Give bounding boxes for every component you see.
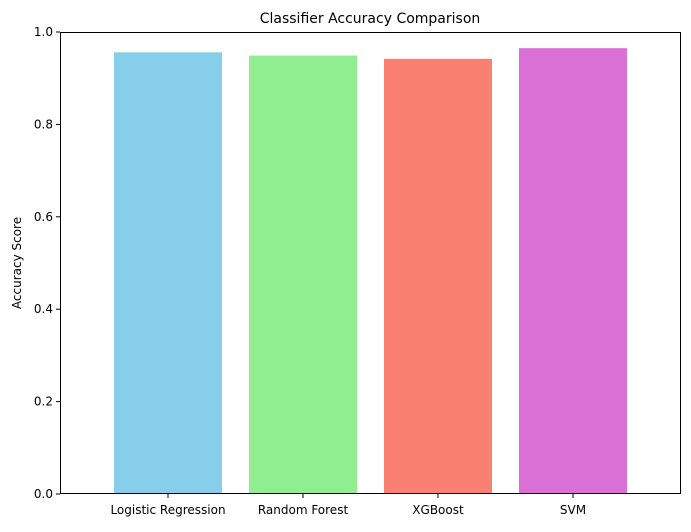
bar-1 <box>249 55 357 494</box>
y-tick-label-2: 0.4 <box>34 302 53 316</box>
y-tick-label-1: 0.2 <box>34 395 53 409</box>
plot-frame <box>60 32 681 494</box>
y-tick-label-3: 0.6 <box>34 210 53 224</box>
chart-title: Classifier Accuracy Comparison <box>260 11 481 27</box>
x-tick-label-2: XGBoost <box>412 503 464 517</box>
x-tick-label-0: Logistic Regression <box>110 503 225 517</box>
bars-group <box>114 48 627 495</box>
x-ticks-group: Logistic Regression Random Forest XGBoost S… <box>110 494 586 517</box>
y-axis-label: Accuracy Score <box>10 217 24 309</box>
x-tick-label-1: Random Forest <box>258 503 349 517</box>
bar-0 <box>114 52 222 494</box>
bar-3 <box>519 48 627 495</box>
y-ticks-group: 0.0 0.2 0.4 0.6 0.8 1.0 <box>34 25 60 501</box>
bar-2 <box>384 58 492 495</box>
y-tick-label-5: 1.0 <box>34 25 53 39</box>
x-tick-label-3: SVM <box>560 503 586 517</box>
y-tick-label-4: 0.8 <box>34 117 53 131</box>
y-tick-label-0: 0.0 <box>34 487 53 501</box>
